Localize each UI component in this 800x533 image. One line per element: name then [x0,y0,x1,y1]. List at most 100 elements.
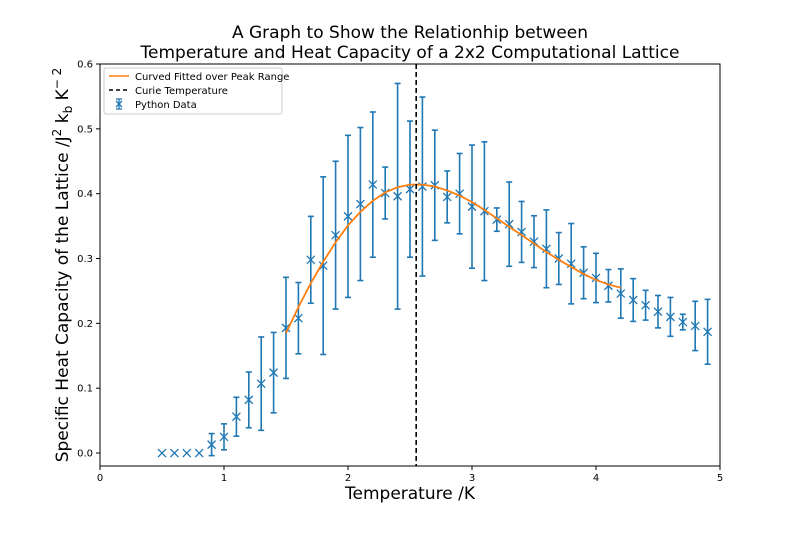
x-marker [293,313,303,323]
plot-marks [157,64,713,466]
x-marker [579,268,589,278]
x-marker [665,312,675,322]
data-point [665,296,675,338]
x-marker [331,230,341,240]
data-point [182,448,192,458]
y-label-main: Specific Heat Capacity of the Lattice /J [53,136,73,462]
data-point [306,215,316,305]
data-point [517,200,527,264]
x-marker [430,180,440,190]
data-point [343,134,353,299]
data-point [690,300,700,352]
y-tick-label: 0.0 [77,449,93,460]
x-marker [628,295,638,305]
data-point [405,120,415,259]
x-marker [244,395,254,405]
data-point [269,331,279,414]
data-point [591,252,601,304]
x-marker [318,261,328,271]
x-marker [207,440,217,450]
data-point [157,448,167,458]
x-tick-label: 2 [345,473,351,484]
data-point [678,313,688,331]
y-tick-label: 0.1 [77,384,93,395]
y-tick-label: 0.4 [77,189,93,200]
x-marker [442,192,452,202]
data-point [169,448,179,458]
data-point [231,396,241,437]
y-tick-label: 0.2 [77,319,93,330]
x-marker [603,281,613,291]
legend-data-swatch [115,98,123,110]
fit-curve [285,183,622,334]
y-label-sub: b [61,106,75,114]
data-point [616,268,626,319]
data-point [442,170,452,224]
x-marker [169,448,179,458]
data-point [703,298,713,366]
chart-title-line-1: A Graph to Show the Relationhip between [232,23,588,43]
x-marker [417,182,427,192]
y-tick-label: 0.6 [77,60,93,71]
plot-frame [99,63,721,467]
data-point [641,289,651,321]
chart-title-line-2: Temperature and Heat Capacity of a 2x2 C… [140,43,680,63]
legend-box [103,67,283,115]
y-axis-ticks: 0.0 0.1 0.2 0.3 0.4 0.5 0.6 [77,60,100,460]
x-marker [479,206,489,216]
data-point [219,423,229,451]
data-point [331,160,341,310]
data-point [368,111,378,259]
x-marker [194,448,204,458]
legend-curie-label: Curie Temperature [135,86,228,97]
x-marker [393,191,403,201]
x-marker [504,219,514,229]
x-marker [703,327,713,337]
data-point [541,209,551,289]
y-axis-label: Specific Heat Capacity of the Lattice /J… [50,68,75,463]
data-point [554,231,564,286]
data-point [455,152,465,235]
x-marker [343,211,353,221]
legend: Curved Fitted over Peak Range Curie Temp… [103,67,289,115]
x-marker [591,273,601,283]
x-marker [306,255,316,265]
x-marker [455,189,465,199]
y-tick-label: 0.5 [77,124,93,135]
x-axis-ticks: 0 1 2 3 4 5 [97,466,723,484]
x-marker [653,307,663,317]
x-marker [678,317,688,327]
data-point [417,96,427,277]
data-point [207,432,217,457]
legend-fit-label: Curved Fitted over Peak Range [135,72,289,83]
data-point [479,141,489,282]
x-marker [157,448,167,458]
data-point [504,181,514,268]
x-marker [231,412,241,422]
x-marker [355,199,365,209]
x-marker [219,432,229,442]
data-point [566,222,576,305]
data-point [355,126,365,282]
x-marker [256,379,266,389]
y-label-sup2: − 2 [50,68,64,90]
data-point [318,176,328,356]
x-marker [616,289,626,298]
x-marker [368,180,378,190]
data-point [393,82,403,310]
x-axis-label: Temperature /K [344,484,476,504]
x-marker [554,254,564,263]
legend-data-label: Python Data [135,100,197,111]
x-marker [529,237,539,247]
data-point [244,371,254,429]
x-marker [405,184,415,194]
x-marker [690,321,700,331]
x-tick-label: 4 [593,473,599,484]
x-tick-label: 0 [97,473,103,484]
x-tick-label: 3 [469,473,475,484]
x-marker [269,368,279,378]
x-marker [492,215,502,225]
y-label-mid2: K [53,88,73,105]
x-marker [517,227,527,237]
